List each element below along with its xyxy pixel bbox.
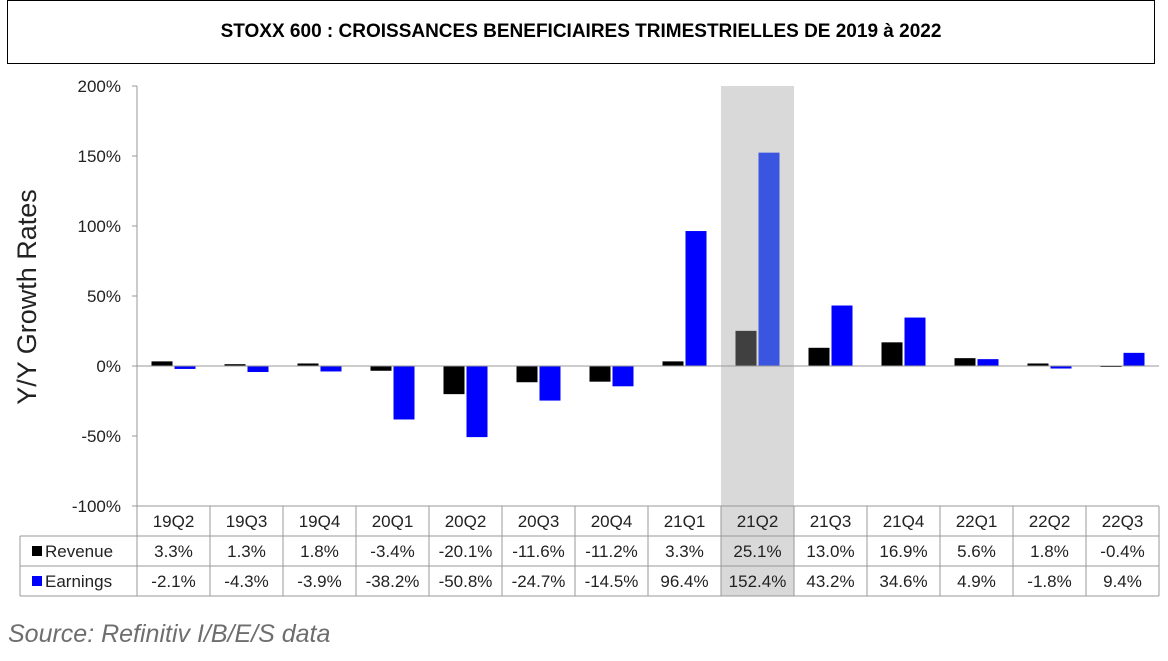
category-label: 19Q3 [226, 512, 268, 531]
bar-earnings-21q3 [831, 305, 853, 366]
data-label-earnings: 4.9% [957, 572, 996, 591]
bar-revenue-19q3 [224, 364, 246, 366]
y-tick-label: 50% [87, 287, 121, 306]
bar-revenue-19q4 [297, 363, 319, 366]
category-label: 19Q4 [299, 512, 341, 531]
data-label-revenue: -20.1% [439, 542, 493, 561]
data-label-revenue: 16.9% [879, 542, 927, 561]
y-tick-label: 200% [78, 77, 121, 96]
data-label-earnings: 34.6% [879, 572, 927, 591]
bar-earnings-22q1 [977, 359, 999, 366]
bar-revenue-21q1 [662, 361, 684, 366]
y-tick-label: 0% [96, 357, 121, 376]
bar-earnings-20q4 [612, 366, 634, 387]
legend-swatch-revenue [32, 546, 42, 556]
category-label: 20Q2 [445, 512, 487, 531]
bar-revenue-22q1 [954, 358, 976, 366]
bar-earnings-20q1 [393, 366, 415, 420]
bar-revenue-20q4 [589, 366, 611, 382]
bar-revenue-21q3 [808, 347, 830, 366]
data-label-earnings: 9.4% [1103, 572, 1142, 591]
data-label-revenue: 1.8% [1030, 542, 1069, 561]
data-label-earnings: -24.7% [512, 572, 566, 591]
bar-earnings-21q4 [904, 317, 926, 366]
y-axis-label: Y/Y Growth Rates [12, 189, 42, 405]
y-tick-label: -100% [72, 497, 121, 516]
category-label: 19Q2 [153, 512, 195, 531]
data-label-revenue: 3.3% [665, 542, 704, 561]
bar-revenue-22q2 [1027, 363, 1049, 366]
data-label-revenue: -11.2% [585, 542, 638, 561]
data-label-revenue: -0.4% [1100, 542, 1144, 561]
highlight-band [721, 86, 794, 596]
bar-revenue-21q4 [881, 342, 903, 366]
category-label: 21Q1 [664, 512, 706, 531]
data-label-earnings: -2.1% [151, 572, 195, 591]
category-label: 22Q2 [1029, 512, 1071, 531]
data-label-earnings: -4.3% [224, 572, 268, 591]
data-label-revenue: 5.6% [957, 542, 996, 561]
bar-earnings-21q1 [685, 231, 707, 366]
data-label-earnings: -14.5% [585, 572, 639, 591]
category-label: 20Q4 [591, 512, 633, 531]
data-label-earnings: 96.4% [660, 572, 708, 591]
data-label-revenue: -3.4% [370, 542, 414, 561]
category-label: 20Q3 [518, 512, 560, 531]
bar-earnings-19q3 [247, 366, 269, 373]
data-label-revenue: 1.8% [300, 542, 339, 561]
bar-revenue-19q2 [151, 361, 173, 366]
data-label-earnings: -3.9% [297, 572, 341, 591]
category-label: 20Q1 [372, 512, 414, 531]
bar-revenue-20q2 [443, 366, 465, 395]
bar-earnings-19q2 [174, 366, 196, 369]
bar-earnings-19q4 [320, 366, 342, 372]
y-tick-label: -50% [81, 427, 121, 446]
bar-revenue-20q3 [516, 366, 538, 383]
bar-earnings-21q2 [758, 152, 780, 366]
data-label-revenue: 25.1% [733, 542, 781, 561]
source-note: Source: Refinitiv I/B/E/S data [8, 620, 331, 648]
y-tick-label: 150% [78, 147, 121, 166]
bar-earnings-20q2 [466, 366, 488, 438]
bar-earnings-22q2 [1050, 366, 1072, 369]
y-tick-label: 100% [78, 217, 121, 236]
data-label-earnings: 152.4% [729, 572, 787, 591]
bar-earnings-22q3 [1123, 352, 1145, 366]
data-label-earnings: 43.2% [806, 572, 854, 591]
category-label: 21Q3 [810, 512, 852, 531]
category-label: 21Q4 [883, 512, 925, 531]
data-label-revenue: 3.3% [154, 542, 193, 561]
data-label-revenue: 13.0% [806, 542, 854, 561]
data-label-earnings: -38.2% [366, 572, 420, 591]
bar-revenue-20q1 [370, 366, 392, 371]
legend-label-earnings: Earnings [45, 572, 112, 591]
category-label: 22Q3 [1102, 512, 1144, 531]
data-label-earnings: -50.8% [439, 572, 493, 591]
data-label-revenue: -11.6% [512, 542, 565, 561]
legend-label-revenue: Revenue [45, 542, 113, 561]
chart-title: STOXX 600 : CROISSANCES BENEFICIAIRES TR… [7, 0, 1155, 64]
category-label: 21Q2 [737, 512, 779, 531]
bar-revenue-21q2 [735, 330, 757, 366]
legend-swatch-earnings [32, 576, 42, 586]
category-label: 22Q1 [956, 512, 998, 531]
data-label-earnings: -1.8% [1027, 572, 1071, 591]
bar-earnings-20q3 [539, 366, 561, 401]
data-label-revenue: 1.3% [227, 542, 266, 561]
